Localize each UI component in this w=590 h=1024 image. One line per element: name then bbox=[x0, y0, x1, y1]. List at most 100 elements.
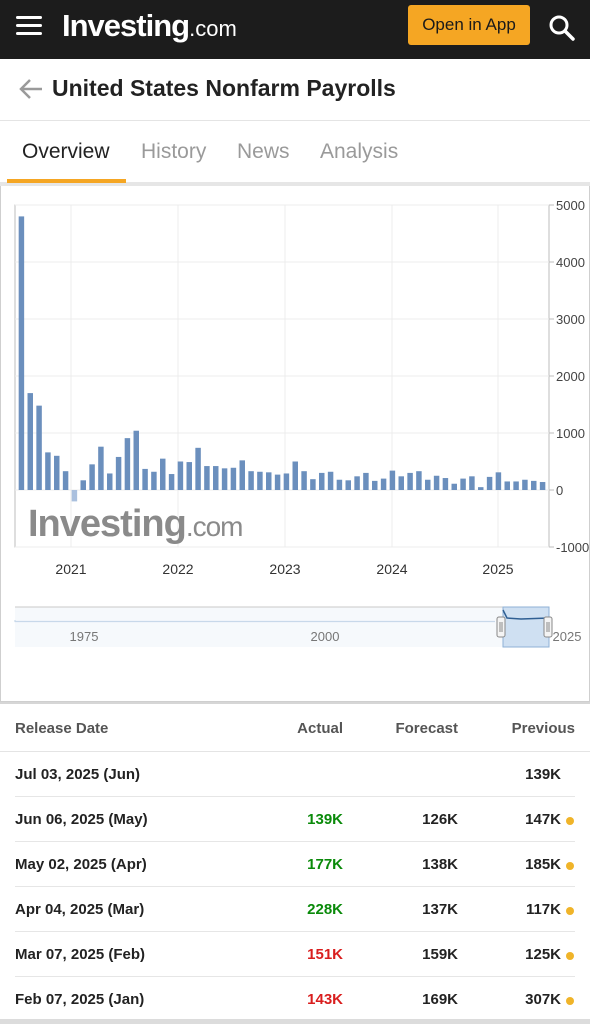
chart-bar bbox=[168, 474, 175, 490]
x-tick-label: 2025 bbox=[482, 561, 513, 577]
header-release-date[interactable]: Release Date bbox=[15, 720, 109, 737]
navigator-handle[interactable] bbox=[496, 616, 506, 638]
chart-bar bbox=[18, 216, 25, 490]
chart-bar bbox=[522, 479, 528, 490]
logo-brand: Investing bbox=[62, 8, 190, 43]
previous-cell: 139K bbox=[525, 766, 561, 783]
revised-indicator-icon[interactable] bbox=[566, 862, 574, 870]
release-date-cell: May 02, 2025 (Apr) bbox=[15, 856, 147, 873]
table-row[interactable]: Apr 04, 2025 (Mar) 228K 137K 117K bbox=[0, 887, 590, 932]
actual-cell: 177K bbox=[307, 856, 343, 873]
chart-bar bbox=[416, 471, 422, 490]
chart-bar bbox=[62, 471, 69, 490]
chart-bar bbox=[133, 430, 139, 490]
tab-history[interactable]: History bbox=[141, 140, 207, 163]
chart-bar bbox=[239, 460, 245, 490]
table-row[interactable]: Jun 06, 2025 (May) 139K 126K 147K bbox=[0, 797, 590, 842]
chart-bar bbox=[539, 482, 546, 490]
chart-bar bbox=[283, 473, 290, 490]
revised-indicator-icon[interactable] bbox=[566, 817, 574, 825]
release-date-cell: Jun 06, 2025 (May) bbox=[15, 811, 148, 828]
forecast-cell: 137K bbox=[422, 901, 458, 918]
chart-bar bbox=[327, 471, 334, 490]
chart-bar bbox=[469, 476, 475, 490]
active-tab-indicator bbox=[7, 179, 126, 183]
back-arrow-icon[interactable] bbox=[18, 77, 44, 101]
site-logo[interactable]: Investing.com bbox=[62, 8, 237, 44]
row-divider bbox=[15, 931, 575, 932]
header-actual[interactable]: Actual bbox=[297, 720, 343, 737]
actual-cell: 139K bbox=[307, 811, 343, 828]
page-title: United States Nonfarm Payrolls bbox=[52, 75, 396, 101]
table-row[interactable]: Feb 07, 2025 (Jan) 143K 169K 307K bbox=[0, 977, 590, 1022]
chart-watermark: Investing.com bbox=[28, 503, 243, 545]
chart-bar bbox=[495, 472, 502, 490]
x-tick-label: 2023 bbox=[269, 561, 300, 577]
previous-cell: 307K bbox=[525, 991, 561, 1008]
table-row[interactable]: May 02, 2025 (Apr) 177K 138K 185K bbox=[0, 842, 590, 887]
chart-bar bbox=[531, 480, 537, 490]
chart-bar bbox=[513, 481, 519, 490]
chart-bar bbox=[504, 481, 510, 490]
chart-bar bbox=[433, 475, 440, 490]
revised-indicator-icon[interactable] bbox=[566, 952, 574, 960]
bottom-divider bbox=[0, 1019, 590, 1024]
chart-bar bbox=[354, 476, 360, 490]
chart-container: 5000 4000 3000 2000 1000 0 -1000 2021 2022 2023 20… bbox=[0, 186, 590, 702]
row-divider bbox=[15, 841, 575, 842]
chart-bar bbox=[266, 472, 272, 490]
navigator-selection bbox=[502, 606, 550, 648]
chart-bar bbox=[486, 476, 493, 490]
tab-overview[interactable]: Overview bbox=[22, 140, 110, 163]
tab-news[interactable]: News bbox=[237, 140, 290, 163]
nonfarm-payrolls-chart[interactable]: 5000 4000 3000 2000 1000 0 -1000 2021 2022 2023 20… bbox=[1, 186, 590, 702]
forecast-cell: 138K bbox=[422, 856, 458, 873]
y-tick-label: 3000 bbox=[556, 312, 585, 327]
chart-bar bbox=[89, 464, 95, 490]
revised-indicator-icon[interactable] bbox=[566, 997, 574, 1005]
open-in-app-button[interactable]: Open in App bbox=[408, 5, 530, 45]
chart-bar bbox=[204, 466, 210, 490]
chart-bar bbox=[336, 479, 343, 490]
y-tick-label: 4000 bbox=[556, 255, 585, 270]
row-divider bbox=[15, 976, 575, 977]
release-date-cell: Jul 03, 2025 (Jun) bbox=[15, 766, 141, 783]
header-previous[interactable]: Previous bbox=[511, 720, 575, 737]
x-tick-label: 2021 bbox=[55, 561, 86, 577]
chart-bar bbox=[36, 405, 42, 490]
table-header: Release Date Actual Forecast Previous bbox=[0, 702, 590, 752]
chart-bar bbox=[380, 478, 387, 490]
menu-icon[interactable] bbox=[16, 16, 42, 36]
table-row[interactable]: Jul 03, 2025 (Jun) 139K bbox=[0, 752, 590, 797]
previous-cell: 117K bbox=[525, 901, 561, 918]
chart-bar bbox=[372, 480, 378, 490]
forecast-cell: 159K bbox=[422, 946, 458, 963]
tab-analysis[interactable]: Analysis bbox=[320, 140, 399, 163]
header-forecast[interactable]: Forecast bbox=[395, 720, 458, 737]
y-tick-label: 2000 bbox=[556, 369, 585, 384]
chart-bar bbox=[27, 393, 33, 490]
chart-bar bbox=[274, 474, 281, 490]
chart-bar bbox=[425, 479, 431, 490]
actual-cell: 151K bbox=[307, 946, 343, 963]
table-row[interactable]: Mar 07, 2025 (Feb) 151K 159K 125K bbox=[0, 932, 590, 977]
chart-bar bbox=[186, 462, 192, 490]
chart-bar bbox=[248, 471, 254, 490]
row-divider bbox=[15, 796, 575, 797]
y-tick-label: 0 bbox=[556, 483, 563, 498]
search-icon[interactable] bbox=[548, 14, 576, 42]
previous-cell: 185K bbox=[525, 856, 561, 873]
top-bar: Investing.com Open in App bbox=[0, 0, 590, 59]
revised-indicator-icon[interactable] bbox=[566, 907, 574, 915]
chart-bar bbox=[221, 468, 228, 490]
chart-bar bbox=[80, 480, 86, 490]
actual-cell: 228K bbox=[307, 901, 343, 918]
navigator-handle[interactable] bbox=[543, 616, 553, 638]
chart-bar bbox=[363, 472, 369, 490]
chart-bar bbox=[71, 490, 78, 502]
chart-bar bbox=[124, 438, 131, 490]
chart-bar bbox=[460, 478, 466, 490]
chart-bar bbox=[177, 461, 184, 490]
release-date-cell: Mar 07, 2025 (Feb) bbox=[15, 946, 146, 963]
chart-bar bbox=[389, 470, 396, 490]
